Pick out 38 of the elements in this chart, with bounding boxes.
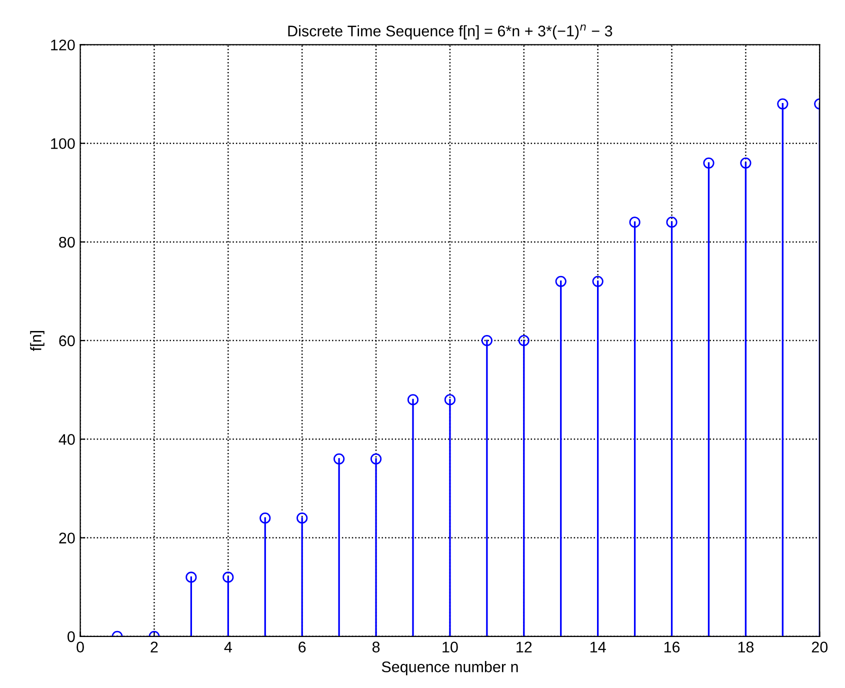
x-tick-label: 16	[664, 642, 680, 652]
y-tick-label: 0	[68, 631, 75, 642]
point	[592, 276, 604, 287]
point	[481, 335, 492, 346]
point	[703, 158, 714, 169]
point	[407, 394, 419, 406]
chart-title: Discrete Time Sequence f[n] = 6*n + 3*(−1)$^{n}$ − 3	[288, 24, 612, 40]
point	[666, 216, 678, 228]
point	[296, 512, 308, 524]
point	[629, 216, 640, 228]
y-axis-title: f[n]	[30, 331, 44, 351]
point	[186, 572, 197, 583]
point	[444, 394, 456, 406]
x-tick-label: 20	[812, 642, 828, 652]
y-tick-label: 40	[58, 434, 75, 445]
x-tick-label: 6	[298, 642, 306, 652]
point	[260, 512, 271, 524]
point	[555, 276, 566, 287]
point	[334, 453, 345, 464]
y-tick-label: 100	[51, 138, 75, 150]
x-tick-label: 14	[590, 642, 606, 652]
y-tick-label: 120	[51, 40, 75, 50]
point	[518, 335, 530, 346]
y-tick-label: 60	[59, 335, 75, 346]
x-tick-label: 8	[372, 642, 380, 652]
x-tick-label: 2	[150, 642, 158, 652]
x-tick-label: 12	[516, 642, 532, 652]
x-axis-title: Sequence number n	[382, 661, 518, 676]
y-tick-label: 20	[59, 532, 75, 544]
x-tick-label: 18	[738, 642, 754, 652]
x-tick-label: 10	[442, 642, 458, 652]
point	[740, 158, 752, 169]
point	[370, 453, 382, 464]
point	[222, 572, 234, 583]
x-tick-label: 0	[76, 642, 84, 652]
point	[777, 98, 788, 110]
y-tick-label: 80	[59, 236, 75, 248]
x-tick-label: 4	[224, 642, 232, 652]
